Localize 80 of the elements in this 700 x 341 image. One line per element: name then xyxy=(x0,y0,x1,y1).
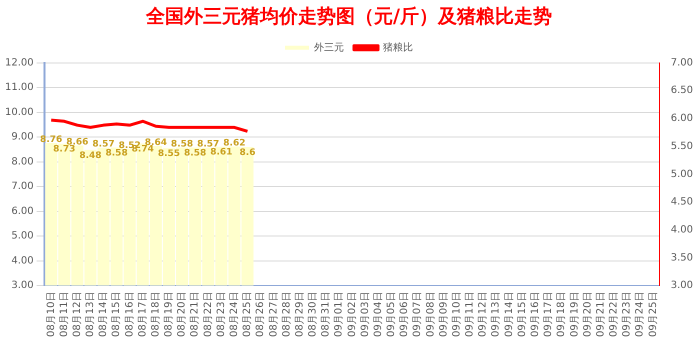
x-tick-label: 08月29日 xyxy=(294,292,306,338)
y-tick-label: 5.00 xyxy=(11,230,34,242)
x-tick-label: 08月16日 xyxy=(124,292,136,338)
x-tick-label: 09月25日 xyxy=(648,292,659,338)
data-label: 8.58 xyxy=(106,148,128,158)
x-tick-label: 09月14日 xyxy=(504,292,515,338)
x-tick-label: 08月23日 xyxy=(216,292,227,338)
x-tick-label: 09月13日 xyxy=(490,292,502,338)
data-label: 8.61 xyxy=(210,148,232,158)
x-tick-label: 08月12日 xyxy=(72,292,83,338)
x-tick-label: 09月03日 xyxy=(360,292,371,338)
x-tick-label: 08月17日 xyxy=(137,292,148,338)
x-tick-label: 09月22日 xyxy=(608,292,620,338)
x-tick-label: 08月15日 xyxy=(111,292,122,338)
legend-label: 外三元 xyxy=(314,42,344,54)
x-tick-label: 09月20日 xyxy=(582,292,594,338)
data-label: 8.58 xyxy=(184,148,206,158)
x-tick-label: 09月19日 xyxy=(569,292,580,338)
x-tick-label: 09月11日 xyxy=(464,292,476,338)
x-tick-label: 08月13日 xyxy=(85,292,96,338)
x-tick-label: 08月22日 xyxy=(202,292,214,338)
y2-tick-label: 3.00 xyxy=(670,280,693,292)
y-tick-label: 9.00 xyxy=(11,132,34,143)
y-tick-label: 8.00 xyxy=(11,156,34,168)
y2-tick-label: 6.00 xyxy=(670,113,693,124)
x-tick-label: 09月18日 xyxy=(556,292,568,338)
y2-tick-label: 6.50 xyxy=(670,85,693,96)
x-tick-label: 09月23日 xyxy=(622,292,633,338)
x-tick-label: 09月16日 xyxy=(530,292,541,338)
x-tick-label: 09月10日 xyxy=(451,292,462,338)
x-tick-label: 09月07日 xyxy=(412,292,424,338)
x-tick-label: 09月06日 xyxy=(399,292,410,338)
x-tick-label: 08月28日 xyxy=(281,292,292,338)
x-tick-label: 08月20日 xyxy=(176,292,188,338)
data-label: 8.76 xyxy=(40,134,62,145)
y-tick-label: 12.00 xyxy=(4,57,34,68)
y-tick-label: 10.00 xyxy=(4,106,34,118)
x-tick-label: 08月31日 xyxy=(320,292,332,338)
y2-tick-label: 4.00 xyxy=(670,224,693,236)
x-tick-label: 09月09日 xyxy=(438,292,450,338)
data-label: 8.73 xyxy=(53,144,76,155)
data-label: 8.62 xyxy=(223,138,246,148)
x-tick-label: 09月05日 xyxy=(386,292,398,338)
data-label: 8.55 xyxy=(158,149,180,160)
y-tick-label: 3.00 xyxy=(11,280,34,292)
data-label: 8.58 xyxy=(170,139,194,150)
y2-tick-label: 7.00 xyxy=(670,57,693,68)
x-tick-label: 09月08日 xyxy=(425,292,436,338)
data-label: 8.48 xyxy=(79,150,102,161)
data-label: 8.57 xyxy=(92,140,115,150)
x-tick-label: 08月19日 xyxy=(164,292,175,338)
y-tick-label: 7.00 xyxy=(11,181,34,192)
y2-tick-label: 3.50 xyxy=(670,252,693,264)
x-tick-label: 09月04日 xyxy=(372,292,384,338)
x-tick-label: 08月24日 xyxy=(228,292,240,338)
x-tick-label: 08月21日 xyxy=(190,292,201,338)
chart-title: 全国外三元猪均价走势图（元/斤）及猪粮比走势 xyxy=(145,5,552,28)
y2-tick-label: 5.00 xyxy=(670,168,693,180)
x-tick-label: 08月25日 xyxy=(242,292,254,338)
y-tick-label: 11.00 xyxy=(4,82,34,94)
y2-tick-label: 5.50 xyxy=(670,140,693,152)
x-tick-label: 08月18日 xyxy=(150,292,162,338)
x-tick-label: 08月26日 xyxy=(255,292,266,338)
x-tick-label: 09月15日 xyxy=(516,292,528,338)
x-tick-label: 08月10日 xyxy=(46,292,57,338)
x-tick-label: 08月11日 xyxy=(58,292,70,338)
x-tick-label: 08月30日 xyxy=(308,292,319,338)
x-tick-label: 09月21日 xyxy=(595,292,606,338)
legend-label: 猪粮比 xyxy=(383,41,413,54)
x-tick-label: 09月02日 xyxy=(346,292,358,338)
y-tick-label: 6.00 xyxy=(11,206,34,217)
x-tick-label: 09月12日 xyxy=(478,292,489,338)
y2-tick-label: 4.50 xyxy=(670,196,693,208)
data-label: 8.6 xyxy=(240,148,256,158)
x-tick-label: 09月17日 xyxy=(543,292,554,338)
x-tick-label: 09月24日 xyxy=(634,292,646,338)
x-tick-label: 08月14日 xyxy=(98,292,110,338)
x-tick-label: 09月01日 xyxy=(334,292,345,338)
x-tick-label: 08月27日 xyxy=(268,292,280,338)
y-tick-label: 4.00 xyxy=(11,255,34,266)
